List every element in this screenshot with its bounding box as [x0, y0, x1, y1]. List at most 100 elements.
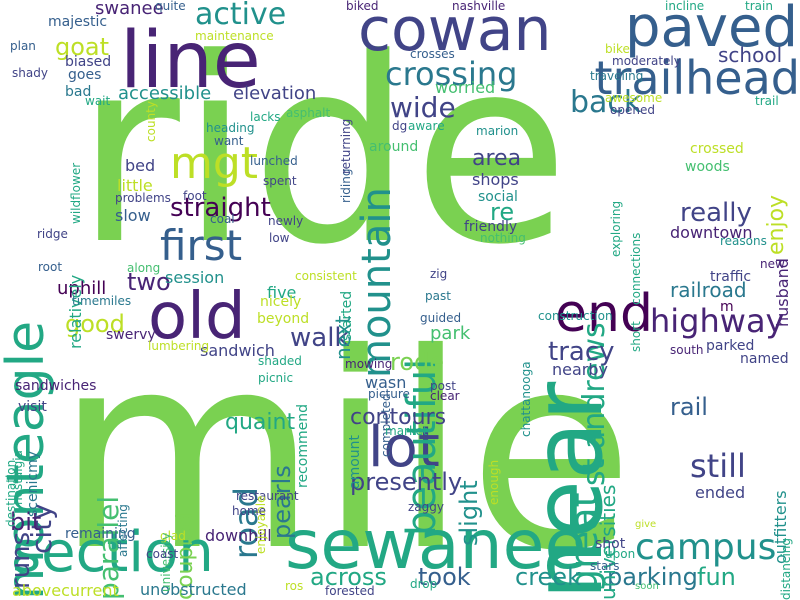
cloud-word-active: active: [195, 0, 287, 32]
cloud-word-m: m: [720, 299, 734, 315]
cloud-word-amount: amount: [347, 434, 363, 489]
cloud-word-post: post: [430, 379, 456, 393]
cloud-word-lacks: lacks: [250, 110, 281, 124]
cloud-word-railroad: railroad: [670, 278, 747, 302]
cloud-word-problems: problems: [115, 191, 171, 205]
cloud-word-forested: forested: [325, 584, 375, 598]
cloud-word-lunched: lunched: [250, 154, 298, 168]
cloud-word-chattanooga: chattanooga: [519, 361, 533, 437]
cloud-word-named: named: [740, 351, 789, 367]
cloud-word-foot: foot: [183, 189, 207, 203]
cloud-word-past: past: [425, 289, 451, 303]
cloud-word-presently: presently: [350, 468, 463, 496]
cloud-word-distancing: distancing: [779, 537, 793, 600]
cloud-word-drop: drop: [410, 577, 438, 591]
cloud-word-recommend: recommend: [295, 404, 311, 488]
cloud-word-parked: parked: [706, 338, 755, 354]
cloud-word-school: school: [718, 43, 783, 67]
cloud-word-biked: biked: [346, 0, 379, 13]
cloud-word-downhill: downhill: [205, 526, 272, 545]
cloud-word-nothing: nothing: [480, 231, 526, 245]
cloud-word-sandwich: sandwich: [200, 341, 275, 360]
cloud-word-five: five: [267, 283, 297, 302]
cloud-word-park: park: [430, 323, 471, 344]
cloud-word-re: re: [490, 198, 515, 226]
cloud-word-crossed: crossed: [690, 141, 744, 157]
cloud-word-marion: marion: [476, 124, 519, 138]
cloud-word-around: around: [369, 139, 419, 155]
cloud-word-county: county: [144, 101, 158, 142]
cloud-word-timemiles: timemiles: [72, 294, 132, 308]
cloud-word-sewanee: sewanee: [285, 506, 587, 585]
cloud-word-goes: goes: [68, 67, 102, 83]
cloud-word-want: want: [214, 134, 244, 148]
cloud-word-south: south: [670, 343, 704, 357]
cloud-word-restaurant: restaurant: [236, 489, 299, 503]
cloud-word-nearby: nearby: [552, 360, 608, 379]
cloud-word-downtown: downtown: [670, 223, 753, 242]
cloud-word-incline: incline: [665, 0, 705, 13]
cloud-word-tracy: tracy: [548, 337, 615, 367]
cloud-word-trail: trail: [755, 94, 779, 108]
cloud-word-goat: goat: [55, 33, 110, 61]
cloud-word-section: section: [12, 520, 214, 585]
cloud-word-little: little: [117, 176, 153, 195]
cloud-word-beyond: beyond: [257, 311, 310, 327]
cloud-word-trailhead: trailhead: [594, 51, 800, 105]
cloud-word-contours: contours: [350, 405, 447, 430]
cloud-word-clear: clear: [430, 389, 460, 403]
cloud-word-wildflower: wildflower: [69, 162, 83, 224]
cloud-word-coast: coast: [146, 547, 179, 561]
cloud-word-guided: guided: [420, 311, 462, 325]
cloud-word-ridge: ridge: [37, 227, 68, 241]
cloud-word-still: still: [690, 447, 746, 485]
cloud-word-creek: creek: [515, 563, 581, 591]
cloud-word-shaded: shaded: [258, 354, 302, 368]
cloud-word-along: along: [127, 261, 161, 275]
cloud-word-remaining: remaining: [65, 526, 136, 542]
cloud-word-low: low: [269, 231, 290, 245]
cloud-word-paved: paved: [625, 0, 799, 60]
cloud-word-campus: campus: [635, 527, 777, 568]
cloud-word-sandwiches: sandwiches: [15, 378, 97, 394]
cloud-word-ride: ride: [75, 4, 570, 301]
cloud-word-bed: bed: [125, 156, 156, 175]
cloud-word-zig: zig: [430, 267, 448, 281]
cloud-word-good: good: [65, 310, 125, 338]
cloud-word-biased: biased: [65, 54, 112, 70]
cloud-word-bike: bike: [605, 42, 630, 56]
cloud-word-returning: returning: [339, 118, 353, 174]
cloud-word-unobstructed: unobstructed: [140, 580, 247, 599]
cloud-word-walk: walk: [290, 323, 350, 353]
cloud-word-elevation: elevation: [233, 83, 317, 104]
cloud-word-reasons: reasons: [720, 234, 767, 248]
cloud-word-wait: wait: [85, 94, 111, 108]
cloud-word-end: end: [555, 284, 653, 344]
cloud-word-shops: shops: [472, 170, 519, 189]
cloud-word-area: area: [472, 146, 522, 171]
cloud-word-enough: enough: [487, 459, 501, 505]
cloud-word-zaggy: zaggy: [408, 500, 444, 514]
cloud-word-across: across: [310, 563, 387, 591]
cloud-word-crossing: crossing: [385, 55, 518, 93]
cloud-word-new: new: [760, 257, 785, 271]
cloud-word-rode: rode: [390, 348, 445, 376]
cloud-word-mgt: mgt: [170, 138, 259, 189]
cloud-word-accessible: accessible: [118, 83, 212, 104]
cloud-word-awesome: awesome: [605, 91, 663, 105]
cloud-word-asphalt: asphalt: [286, 106, 331, 120]
cloud-word-relatively: relatively: [66, 274, 85, 349]
cloud-word-shady: shady: [12, 66, 48, 80]
cloud-word-root: root: [38, 260, 63, 274]
cloud-word-first: first: [160, 221, 243, 270]
cloud-word-heading: heading: [206, 121, 255, 135]
cloud-word-parking: parking: [607, 563, 698, 591]
cloud-word-social: social: [478, 189, 518, 205]
cloud-word-quaint: quaint: [225, 410, 296, 435]
cloud-word-spent: spent: [263, 174, 297, 188]
cloud-word-woods: woods: [685, 159, 730, 175]
cloud-word-lumbering: lumbering: [148, 339, 210, 353]
cloud-word-nashville: nashville: [452, 0, 506, 13]
cloud-word-line: line: [120, 16, 261, 106]
